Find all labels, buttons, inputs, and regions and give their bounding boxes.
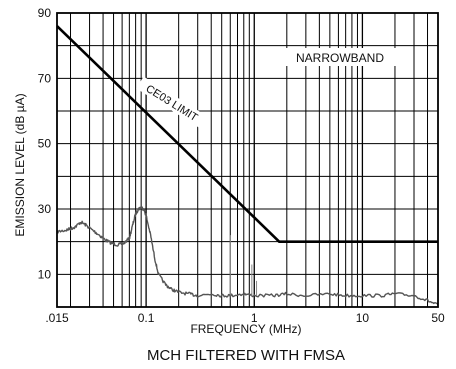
y-tick-label: 10 [38, 267, 52, 281]
y-tick-label: 50 [38, 137, 52, 151]
y-tick-label: 30 [38, 202, 52, 216]
emission-trace [56, 206, 439, 306]
x-tick-label: 1 [251, 311, 258, 325]
plot-frame [56, 12, 439, 308]
x-tick-label: 0.1 [138, 311, 155, 325]
x-tick-label: 50 [431, 311, 445, 325]
y-tick-label: 90 [38, 6, 52, 20]
narrowband-label-bg [283, 48, 399, 66]
x-tick-label: .015 [45, 311, 69, 325]
chart-title: MCH FILTERED WITH FMSA [147, 347, 345, 364]
x-tick-label: 10 [356, 311, 370, 325]
y-axis-label: EMISSION LEVEL (dB µA) [13, 93, 27, 236]
tick-labels: .015 0.1 1 10 50 90 70 50 30 10 [38, 6, 445, 325]
ce03-limit-line [56, 25, 438, 243]
x-axis-label: FREQUENCY (MHz) [190, 322, 301, 336]
ce03-label-bg [136, 76, 209, 129]
y-tick-label: 70 [38, 71, 52, 85]
narrowband-annotation: NARROWBAND [296, 51, 384, 65]
series-layer [56, 25, 439, 306]
grid [57, 12, 439, 308]
